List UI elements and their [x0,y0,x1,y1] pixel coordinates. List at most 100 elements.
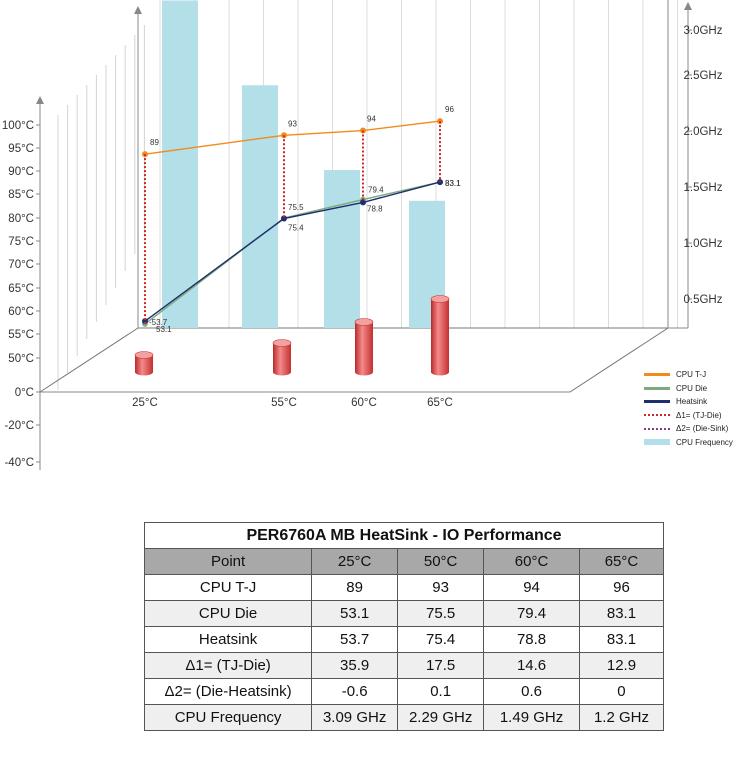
left-tick-label: -20°C [4,420,34,432]
left-tick-label: 50°C [8,353,34,365]
left-tick-label: 70°C [8,259,34,271]
left-tick-label: 0°C [15,387,34,399]
table-row: Δ2= (Die-Heatsink) -0.6 0.1 0.6 0 [143,678,665,705]
table-cell: 3.09 GHz [311,704,399,731]
legend-item: CPU Die [644,382,733,396]
table-cell: 83.1 [578,600,665,627]
right-y-axis-arrow [684,2,692,10]
table-cell: 53.7 [311,626,399,653]
legend-swatch [644,439,670,446]
left-tick-label: 65°C [8,283,34,295]
table-header-cell: 25°C [311,548,399,575]
table-cell: 0.6 [483,678,580,705]
left-tick-label: 90°C [8,166,34,178]
chart-series: 8993949653.175.579.483.1-53.775.478.883.… [142,105,461,334]
table-body: CPU T-J 89 93 94 96 CPU Die 53.1 75.5 79.4 83.1 He… [143,574,665,731]
left-tick-label: 80°C [8,213,34,225]
table-row: Δ1= (TJ-Die) 35.9 17.5 14.6 12.9 [143,652,665,679]
legend-item: CPU T-J [644,368,733,382]
table-row: CPU Die 53.1 75.5 79.4 83.1 [143,600,665,627]
delta-cylinder [273,343,291,376]
x-tick-label: 25°C [132,397,158,409]
table-row: CPU T-J 89 93 94 96 [143,574,665,601]
table-cell: CPU Frequency [143,704,313,731]
table-cell: 1.49 GHz [483,704,580,731]
table-cell: 35.9 [311,652,399,679]
legend-swatch [644,427,670,430]
left-tick-label: 85°C [8,189,34,201]
delta-cylinder-top [272,339,292,347]
table-cell: 14.6 [483,652,580,679]
right-tick-label: 1.5GHz [684,182,723,194]
data-label: 53.1 [156,325,172,334]
series-line [144,120,441,155]
table-cell: 79.4 [483,600,580,627]
data-label: 83.1 [445,179,461,188]
left-tick-label: 60°C [8,306,34,318]
inner-y-axis-arrow [134,6,142,14]
table-cell: 83.1 [578,626,665,653]
x-tick-label: 60°C [351,397,377,409]
x-tick-label: 55°C [271,397,297,409]
right-tick-label: 1.0GHz [684,238,723,250]
table-title: PER6760A MB HeatSink - IO Performance [144,522,664,548]
legend-label: Δ1= (TJ-Die) [676,410,722,420]
table-cell: 96 [578,574,665,601]
performance-table: PER6760A MB HeatSink - IO Performance Po… [143,522,665,731]
chart-axes [36,2,692,470]
data-label: -53.7 [149,318,168,327]
table-cell: CPU T-J [143,574,313,601]
legend-item: Δ2= (Die-Sink) [644,422,733,436]
data-label: 83.1 [445,179,461,188]
table-cell: -0.6 [311,678,399,705]
delta-cylinder [355,322,373,376]
table-cell: Δ2= (Die-Heatsink) [143,678,313,705]
series-point [281,215,287,222]
table-cell: 53.1 [311,600,399,627]
delta-cylinders [134,295,450,376]
frequency-bar [324,170,360,328]
left-tick-label: 55°C [8,329,34,341]
table-cell: 93 [397,574,485,601]
frequency-bar [162,0,198,329]
delta-cylinder [135,355,153,376]
data-label: 94 [367,115,376,124]
data-label: 75.4 [288,224,304,233]
chart-floor [38,327,670,393]
table-header-row: Point 25°C 50°C 60°C 65°C [143,548,665,575]
table-header-cell: 65°C [578,548,665,575]
table-header-cell: 50°C [397,548,485,575]
table-cell: 78.8 [483,626,580,653]
x-tick-label: 65°C [427,397,453,409]
legend-swatch [644,386,670,390]
table-cell: Heatsink [143,626,313,653]
data-label: 89 [150,138,159,147]
table-cell: CPU Die [143,600,313,627]
frequency-bars [162,0,445,329]
table-cell: 89 [311,574,399,601]
table-cell: 1.2 GHz [578,704,665,731]
legend-label: CPU Die [676,383,708,393]
legend-swatch [644,400,670,404]
legend-label: Δ2= (Die-Sink) [676,424,729,434]
tick-labels: 100°C 95°C 90°C 85°C 80°C 75°C 70°C 65°C 60°C 55°… [2,25,723,469]
table-row: CPU Frequency 3.09 GHz 2.29 GHz 1.49 GHz 1.2… [143,704,665,731]
table-cell: 12.9 [578,652,665,679]
table-cell: 75.5 [397,600,485,627]
legend-item: Δ1= (TJ-Die) [644,409,733,423]
left-tick-label: 95°C [8,143,34,155]
table-cell: 94 [483,574,580,601]
table-cell: 17.5 [397,652,485,679]
left-tick-label: 75°C [8,236,34,248]
legend-label: CPU Frequency [676,437,733,447]
delta-cylinder [431,299,449,376]
table-cell: 75.4 [397,626,485,653]
series-line [144,181,441,325]
legend-item: CPU Frequency [644,436,733,450]
data-label: 78.8 [367,204,383,213]
left-y-axis-arrow [36,96,44,104]
data-label: 93 [288,119,297,128]
data-label: 75.5 [288,203,304,212]
left-tick-label: 100°C [2,120,34,132]
legend-label: Heatsink [676,397,708,407]
